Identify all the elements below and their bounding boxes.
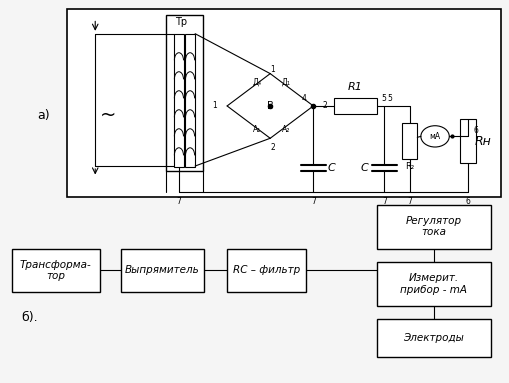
Bar <box>227 249 305 292</box>
Text: 7: 7 <box>176 196 181 206</box>
Text: Д₄: Д₄ <box>252 78 262 87</box>
Text: Электроды: Электроды <box>403 333 463 343</box>
Bar <box>120 249 204 292</box>
Bar <box>401 123 416 159</box>
Text: 7: 7 <box>381 196 386 206</box>
Text: 7: 7 <box>310 196 315 206</box>
Text: Выпрямитель: Выпрямитель <box>125 265 200 275</box>
Bar <box>185 34 195 167</box>
Text: А₁: А₁ <box>253 125 261 134</box>
Text: Rн: Rн <box>474 134 491 147</box>
Text: Измерит.
прибор - mA: Измерит. прибор - mA <box>400 273 466 295</box>
Bar <box>67 9 500 197</box>
Text: RC – фильтр: RC – фильтр <box>232 265 299 275</box>
Text: мА: мА <box>429 132 440 141</box>
Text: C: C <box>327 162 334 173</box>
Text: 5: 5 <box>386 94 391 103</box>
Bar <box>12 249 100 292</box>
Bar <box>174 34 184 167</box>
Text: 4: 4 <box>301 94 306 103</box>
Text: 6: 6 <box>465 196 469 206</box>
Bar <box>376 319 490 357</box>
Text: А₂: А₂ <box>281 125 290 134</box>
Text: б).: б). <box>22 311 38 324</box>
Text: Тр: Тр <box>175 17 187 27</box>
Text: Д₁: Д₁ <box>281 78 290 87</box>
Bar <box>166 15 203 170</box>
Text: 1: 1 <box>270 65 274 74</box>
Text: 6: 6 <box>472 126 477 135</box>
Text: В: В <box>266 101 273 111</box>
Text: 7: 7 <box>407 196 411 206</box>
Bar <box>333 98 376 113</box>
Text: Регулятор
тока: Регулятор тока <box>405 216 461 237</box>
Text: Трансформа-
тор: Трансформа- тор <box>20 260 92 281</box>
Bar <box>376 205 490 249</box>
Text: 2: 2 <box>270 143 274 152</box>
Text: 2: 2 <box>322 101 327 110</box>
Text: R₂: R₂ <box>404 162 413 171</box>
Bar <box>460 119 475 163</box>
Text: а): а) <box>37 109 49 122</box>
Bar <box>376 262 490 306</box>
Text: 5: 5 <box>381 94 386 103</box>
Text: C: C <box>359 162 367 173</box>
Text: R1: R1 <box>347 82 362 92</box>
Text: ~: ~ <box>100 106 116 125</box>
Text: 1: 1 <box>212 101 216 110</box>
